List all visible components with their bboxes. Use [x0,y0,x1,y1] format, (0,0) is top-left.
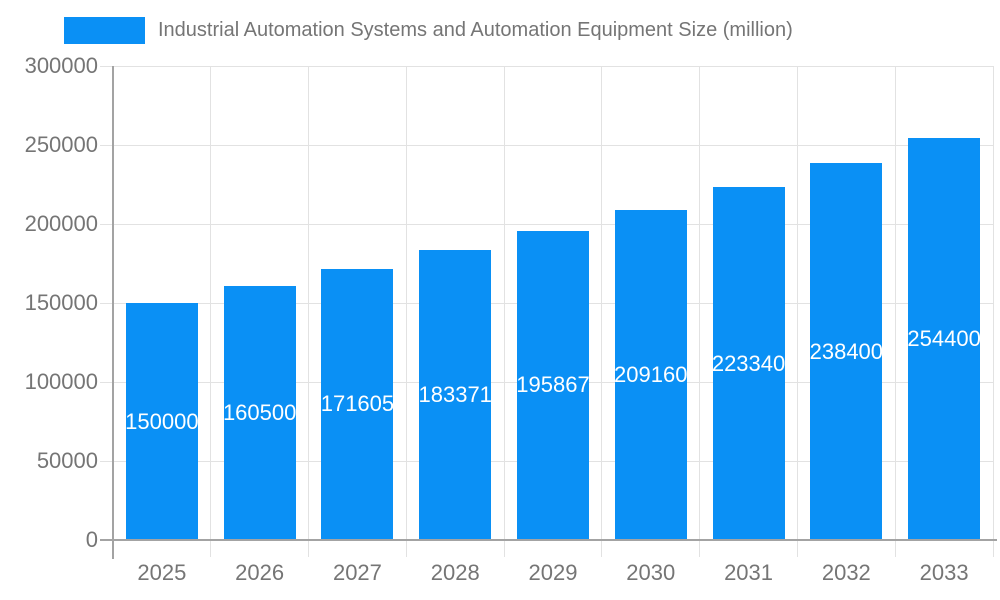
gridline-horizontal [100,223,993,225]
bar-value-label: 223340 [711,350,786,376]
x-axis-tick-label: 2028 [430,560,480,585]
bar[interactable] [223,286,296,540]
bar[interactable] [712,187,785,540]
x-axis-line [100,539,997,541]
gridline-vertical [992,66,994,557]
x-axis-tick-label: 2025 [137,560,187,585]
x-axis-tick-label: 2026 [235,560,285,585]
bar-value-label: 171605 [320,391,395,417]
bar-value-label: 209160 [614,361,688,387]
y-axis-line [112,66,114,559]
x-axis-tick-label: 2029 [528,560,578,585]
y-axis-tick-label: 50000 [36,448,98,473]
bar[interactable] [810,163,883,540]
y-axis-tick-label: 150000 [24,290,98,315]
bar-value-label: 150000 [125,408,199,434]
x-axis-tick-label: 2031 [724,560,774,585]
bar[interactable] [908,138,981,540]
bar-value-label: 183371 [418,382,492,408]
bar[interactable] [614,209,687,540]
gridline-vertical [210,66,212,557]
legend-item[interactable]: Industrial Automation Systems and Automa… [64,17,793,44]
gridline-vertical [601,66,603,557]
legend-swatch-icon [64,17,145,44]
gridline-vertical [796,66,798,557]
gridline-vertical [405,66,407,557]
gridline-vertical [699,66,701,557]
gridline-vertical [308,66,310,557]
bar[interactable] [321,268,394,540]
gridline-vertical [503,66,505,557]
y-axis-tick-label: 200000 [24,211,98,236]
x-axis-tick-label: 2033 [919,560,969,585]
x-axis-tick-label: 2030 [626,560,676,585]
y-axis-tick-label: 100000 [24,369,98,394]
bar-value-label: 254400 [907,326,981,352]
bar-value-label: 238400 [809,338,884,364]
gridline-horizontal [100,65,993,67]
y-axis-tick-label: 0 [85,527,98,552]
bar-value-label: 160500 [222,400,297,426]
bar[interactable] [419,250,492,540]
x-axis-tick-label: 2032 [821,560,871,585]
y-axis-tick-label: 250000 [24,132,98,157]
legend-label: Industrial Automation Systems and Automa… [158,19,793,41]
bar[interactable] [125,303,198,540]
gridline-vertical [894,66,896,557]
gridline-horizontal [100,144,993,146]
x-axis-tick-label: 2027 [332,560,382,585]
bar-value-label: 195867 [516,372,590,398]
bar[interactable] [517,230,589,540]
y-axis-tick-label: 300000 [24,53,98,78]
